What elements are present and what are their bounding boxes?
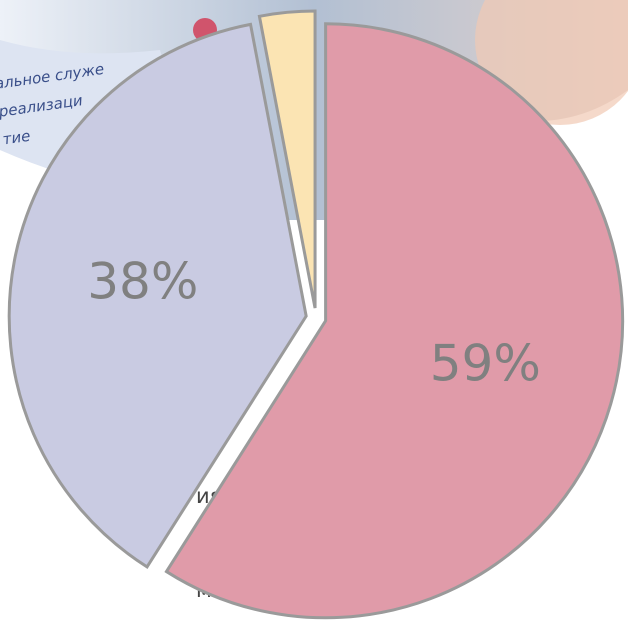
pie-slice	[7, 22, 308, 569]
banner-line: тие	[1, 127, 31, 149]
value-label: 59%	[430, 335, 541, 393]
pie-slice	[164, 22, 625, 620]
pie-slice	[257, 9, 317, 309]
pie-chart: 59% 38%	[7, 9, 625, 620]
value-label: 38%	[87, 252, 198, 310]
